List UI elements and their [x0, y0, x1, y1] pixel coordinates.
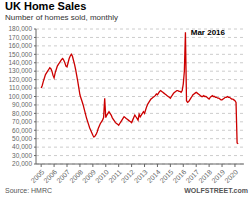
svg-text:60,000: 60,000 [12, 127, 32, 134]
svg-text:110,000: 110,000 [9, 84, 32, 91]
html-text:UK Home Sales: UK Home Sales [5, 0, 87, 12]
svg-text:150,000: 150,000 [9, 51, 33, 58]
svg-text:2006: 2006 [42, 168, 58, 184]
html-text:WOLFSTREET.com: WOLFSTREET.com [184, 187, 248, 194]
svg-text:2011: 2011 [107, 168, 123, 184]
svg-text:100,000: 100,000 [9, 93, 33, 100]
svg-text:30,000: 30,000 [12, 152, 32, 159]
svg-text:170,000: 170,000 [9, 34, 33, 41]
svg-text:2019: 2019 [210, 168, 226, 184]
svg-text:120,000: 120,000 [9, 76, 33, 83]
svg-text:2018: 2018 [197, 168, 213, 184]
svg-text:2013: 2013 [133, 168, 149, 184]
svg-text:2009: 2009 [81, 168, 97, 184]
svg-text:2020: 2020 [223, 168, 239, 184]
html-text:Number of homes sold, monthly: Number of homes sold, monthly [5, 13, 118, 22]
svg-text:2015: 2015 [159, 168, 175, 184]
svg-text:2017: 2017 [184, 168, 200, 184]
svg-text:70,000: 70,000 [12, 118, 32, 125]
svg-text:2007: 2007 [55, 168, 71, 184]
svg-text:130,000: 130,000 [9, 67, 33, 74]
svg-text:2014: 2014 [146, 168, 162, 184]
svg-text:140,000: 140,000 [9, 59, 33, 66]
svg-text:160,000: 160,000 [9, 42, 33, 49]
svg-text:40,000: 40,000 [12, 143, 32, 150]
svg-text:80,000: 80,000 [12, 110, 32, 117]
svg-text:2010: 2010 [94, 168, 110, 184]
svg-text:20,000: 20,000 [12, 160, 32, 167]
svg-text:2016: 2016 [172, 168, 188, 184]
svg-text:Mar 2016: Mar 2016 [191, 28, 226, 37]
svg-text:2005: 2005 [29, 168, 45, 184]
svg-text:2012: 2012 [120, 168, 136, 184]
svg-text:2008: 2008 [68, 168, 84, 184]
html-text:Source: HMRC: Source: HMRC [5, 187, 53, 194]
svg-text:180,000: 180,000 [9, 25, 33, 32]
svg-text:50,000: 50,000 [12, 135, 32, 142]
svg-text:90,000: 90,000 [12, 101, 32, 108]
